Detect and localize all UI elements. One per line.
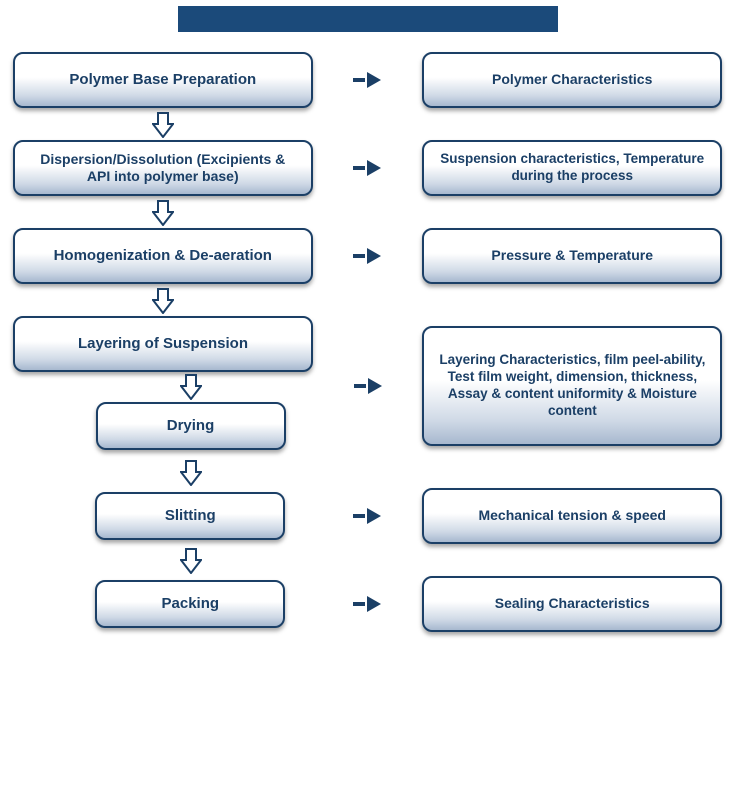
step-polymer-base: Polymer Base Preparation bbox=[13, 52, 313, 108]
step-dispersion: Dispersion/Dissolution (Excipients & API… bbox=[13, 140, 313, 196]
output-layering-characteristics: Layering Characteristics, film peel-abil… bbox=[422, 326, 722, 446]
arrow-right-icon bbox=[354, 378, 382, 394]
output-mechanical-tension: Mechanical tension & speed bbox=[422, 488, 722, 544]
arrow-down-icon bbox=[152, 112, 174, 138]
arrow-down-icon bbox=[180, 374, 202, 400]
arrow-down-icon bbox=[152, 200, 174, 226]
flowchart: Polymer Base Preparation Polymer Charact… bbox=[0, 52, 735, 632]
output-sealing-characteristics: Sealing Characteristics bbox=[422, 576, 722, 632]
step-packing: Packing bbox=[95, 580, 285, 628]
header-bar bbox=[178, 6, 558, 32]
arrow-right-icon bbox=[353, 72, 381, 88]
arrow-down-icon bbox=[180, 548, 202, 574]
output-suspension-characteristics: Suspension characteristics, Temperature … bbox=[422, 140, 722, 196]
output-pressure-temperature: Pressure & Temperature bbox=[422, 228, 722, 284]
step-homogenization: Homogenization & De-aeration bbox=[13, 228, 313, 284]
output-polymer-characteristics: Polymer Characteristics bbox=[422, 52, 722, 108]
arrow-right-icon bbox=[353, 248, 381, 264]
arrow-right-icon bbox=[353, 596, 381, 612]
step-drying: Drying bbox=[96, 402, 286, 450]
arrow-down-icon bbox=[152, 288, 174, 314]
arrow-down-icon bbox=[180, 460, 202, 486]
arrow-right-icon bbox=[353, 508, 381, 524]
step-layering: Layering of Suspension bbox=[13, 316, 313, 372]
arrow-right-icon bbox=[353, 160, 381, 176]
step-slitting: Slitting bbox=[95, 492, 285, 540]
